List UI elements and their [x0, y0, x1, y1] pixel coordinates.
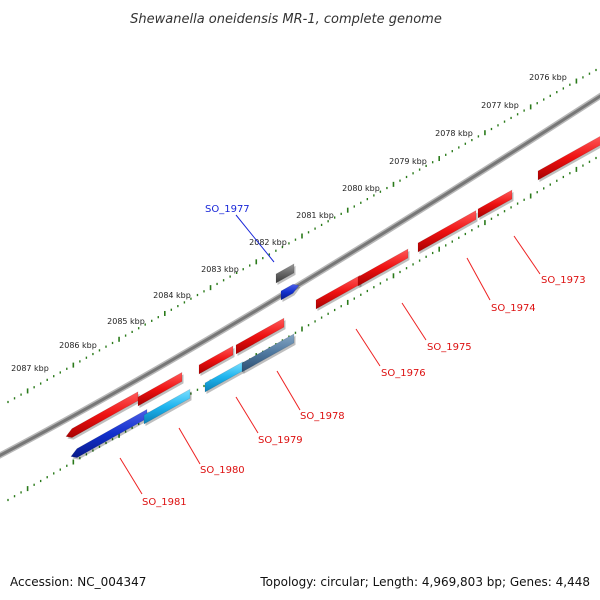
label-leader-line: [513, 235, 541, 275]
kbp-tick-label: 2083 kbp: [201, 265, 239, 274]
gene-SO_1978-upper[interactable]: [235, 317, 285, 355]
kbp-tick-label: 2086 kbp: [59, 341, 97, 350]
gene-SO_1977[interactable]: [280, 283, 300, 301]
label-leader-line: [401, 302, 427, 341]
label-leader-line: [466, 257, 491, 301]
kbp-tick-label: 2084 kbp: [153, 291, 191, 300]
gene-label-SO_1981[interactable]: SO_1981: [142, 497, 187, 508]
gene-label-SO_1977[interactable]: SO_1977: [205, 204, 250, 215]
gene-features: [65, 135, 600, 460]
label-leader-line: [119, 457, 143, 495]
kbp-tick-label: 2081 kbp: [296, 211, 334, 220]
gene-SO_1978[interactable]: [241, 333, 295, 373]
gene-SO_1980[interactable]: [143, 388, 191, 425]
gene-SO_1981-upper[interactable]: [65, 391, 139, 438]
gene-SO_1974[interactable]: [417, 209, 477, 253]
gene-SO_1977-grey[interactable]: [275, 263, 295, 284]
label-leader-line-highlight: [235, 214, 275, 263]
label-leader-line: [178, 427, 201, 465]
gene-SO_1976[interactable]: [315, 274, 361, 310]
kbp-tick-label: 2078 kbp: [435, 129, 473, 138]
accession-text: Accession: NC_004347: [10, 575, 146, 589]
gene-label-SO_1978[interactable]: SO_1978: [300, 411, 345, 422]
label-leader-line: [235, 396, 259, 434]
gene-label-SO_1975[interactable]: SO_1975: [427, 342, 472, 353]
gene-labels: SO_1973 SO_1974 SO_1975 SO_1976 SO_1978 SO_19…: [142, 204, 586, 508]
kbp-tick-label: 2079 kbp: [389, 157, 427, 166]
kbp-tick-labels: 2076 kbp 2077 kbp 2078 kbp 2079 kbp 2080 kbp…: [11, 73, 567, 373]
gene-label-SO_1980[interactable]: SO_1980: [200, 465, 245, 476]
gene-SO_1977-shadow: [282, 286, 301, 302]
kbp-tick-label: 2076 kbp: [529, 73, 567, 82]
gene-label-SO_1974[interactable]: SO_1974: [491, 303, 536, 314]
label-leader-line: [355, 328, 381, 367]
kbp-tick-label: 2080 kbp: [342, 184, 380, 193]
gene-SO_1973[interactable]: [537, 135, 600, 181]
genome-backbone: [0, 92, 600, 459]
gene-SO_1980-upper[interactable]: [137, 371, 183, 407]
gene-SO_1973-part[interactable]: [477, 189, 513, 219]
gene-label-SO_1973[interactable]: SO_1973: [541, 275, 586, 286]
gene-label-SO_1976[interactable]: SO_1976: [381, 368, 426, 379]
gene-label-lines: [119, 214, 541, 495]
kbp-tick-label: 2082 kbp: [249, 238, 287, 247]
kbp-tick-label: 2085 kbp: [107, 317, 145, 326]
gene-SO_1979-upper[interactable]: [198, 345, 234, 375]
gene-SO_1981[interactable]: [70, 408, 148, 458]
label-leader-line: [276, 370, 301, 411]
kbp-tick-label: 2077 kbp: [481, 101, 519, 110]
gene-SO_1975[interactable]: [357, 248, 409, 287]
genome-summary-text: Topology: circular; Length: 4,969,803 bp…: [259, 575, 590, 589]
gene-label-SO_1979[interactable]: SO_1979: [258, 435, 303, 446]
kbp-tick-label: 2087 kbp: [11, 364, 49, 373]
map-title: Shewanella oneidensis MR-1, complete gen…: [130, 12, 442, 27]
